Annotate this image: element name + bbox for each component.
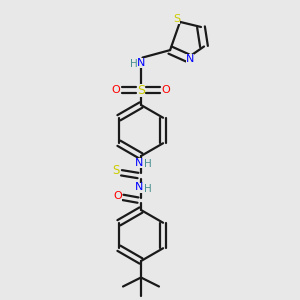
Text: S: S [112,164,119,178]
Text: H: H [144,159,152,170]
Text: N: N [135,182,144,193]
Text: N: N [137,58,145,68]
Text: S: S [173,14,180,24]
Text: O: O [161,85,170,95]
Text: N: N [135,158,144,168]
Text: O: O [112,85,121,95]
Text: S: S [137,83,145,97]
Text: H: H [144,184,152,194]
Text: H: H [130,58,137,69]
Text: N: N [186,54,194,64]
Text: O: O [113,190,122,201]
